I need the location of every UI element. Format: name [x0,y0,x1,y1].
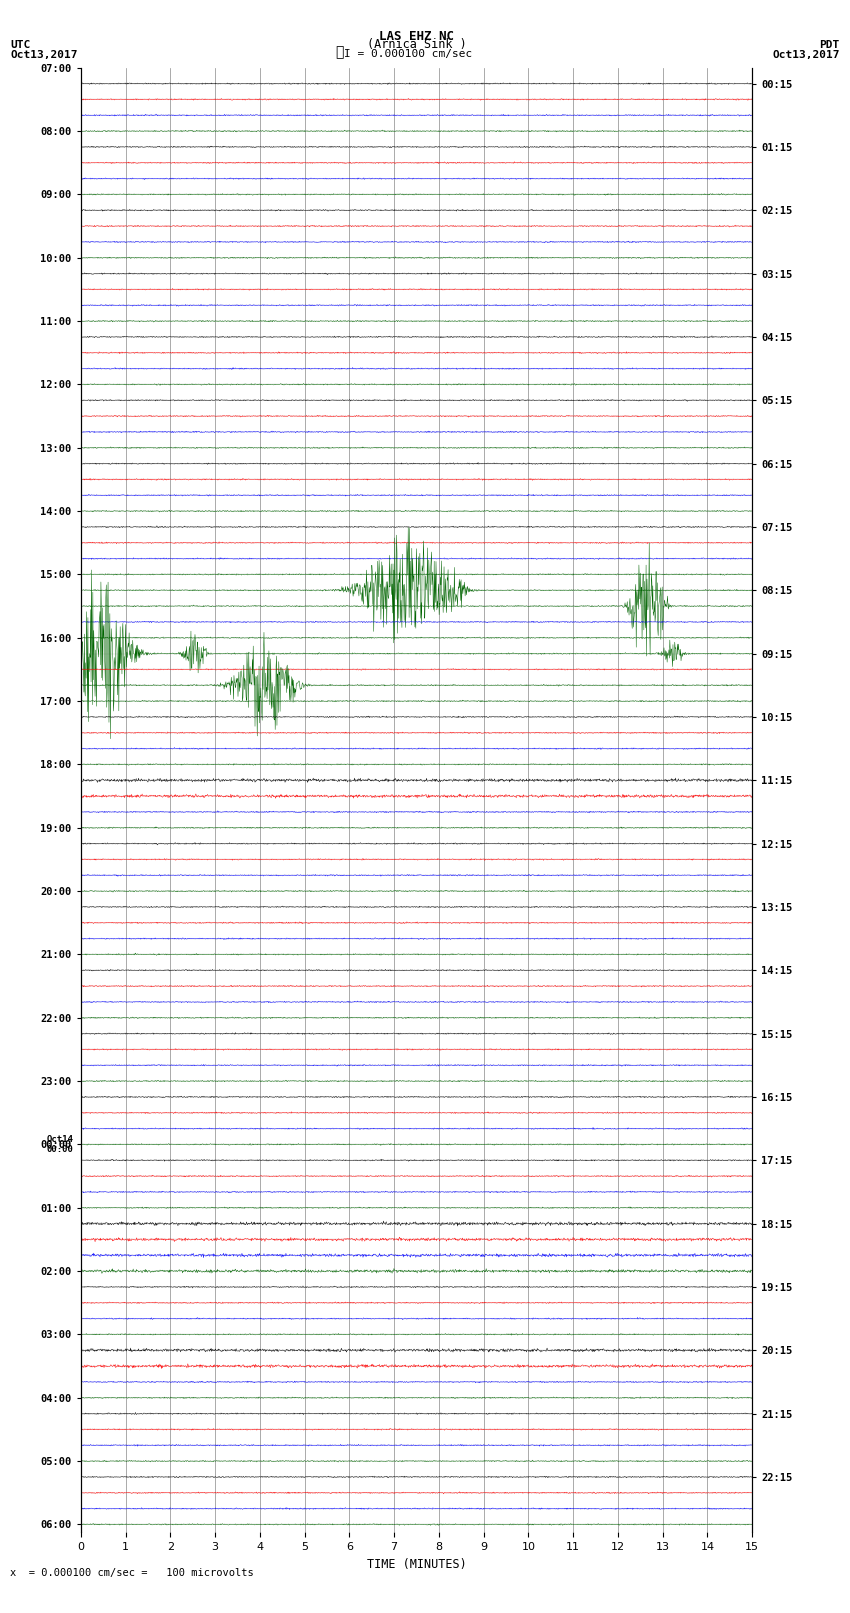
Text: UTC: UTC [10,40,31,50]
Text: Oct13,2017: Oct13,2017 [773,50,840,60]
Text: (Arnica Sink ): (Arnica Sink ) [366,37,467,50]
Text: I = 0.000100 cm/sec: I = 0.000100 cm/sec [344,48,472,58]
Text: LAS EHZ NC: LAS EHZ NC [379,29,454,44]
Text: PDT: PDT [819,40,840,50]
Text: x  = 0.000100 cm/sec =   100 microvolts: x = 0.000100 cm/sec = 100 microvolts [10,1568,254,1578]
Text: Oct14
00:00: Oct14 00:00 [47,1134,74,1155]
Text: ⎯: ⎯ [336,45,344,58]
X-axis label: TIME (MINUTES): TIME (MINUTES) [366,1558,467,1571]
Text: Oct13,2017: Oct13,2017 [10,50,77,60]
